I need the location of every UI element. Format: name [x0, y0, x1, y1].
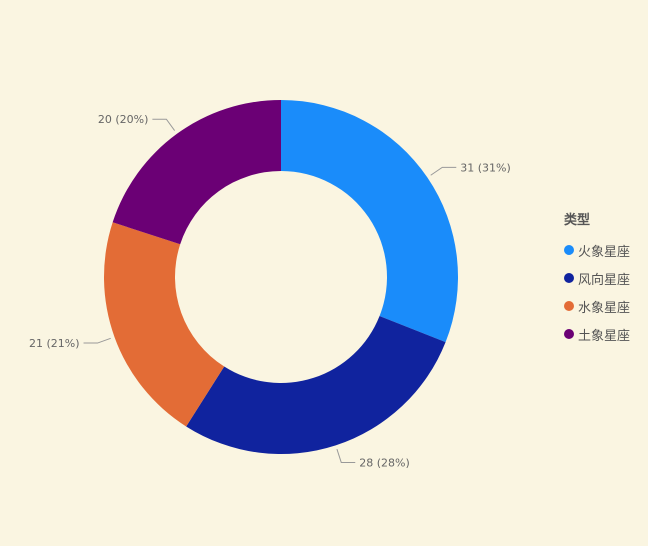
data-label-2: 28 (28%) [359, 456, 410, 469]
leader-line-3 [83, 337, 111, 344]
legend-item-4[interactable]: 土象星座 [564, 320, 630, 348]
donut-slice-2[interactable] [186, 316, 446, 454]
legend-item-1[interactable]: 火象星座 [564, 236, 630, 264]
leader-line-1 [430, 166, 457, 176]
donut-slice-1[interactable] [281, 100, 458, 343]
legend-title: 类型 [564, 213, 591, 228]
legend-marker-icon [564, 301, 574, 311]
legend-label: 风向星座 [578, 272, 631, 288]
leader-line-4 [152, 118, 176, 131]
data-label-4: 20 (20%) [98, 113, 149, 126]
legend-label: 水象星座 [578, 300, 631, 316]
labels-group: 31 (31%) 28 (28%) 21 (21%) 20 (20%) [29, 113, 511, 469]
legend-label: 火象星座 [578, 244, 631, 260]
data-label-1: 31 (31%) [460, 161, 511, 174]
legend: 类型 火象星座风向星座水象星座土象星座 [564, 212, 630, 348]
data-label-3: 21 (21%) [29, 337, 80, 350]
legend-marker-icon [564, 273, 574, 283]
donut-slice-3[interactable] [104, 222, 225, 427]
legend-item-3[interactable]: 水象星座 [564, 292, 630, 320]
donut-slice-4[interactable] [112, 99, 281, 245]
legend-marker-icon [564, 245, 574, 255]
legend-marker-icon [564, 329, 574, 339]
legend-label: 土象星座 [578, 328, 631, 344]
legend-items: 火象星座风向星座水象星座土象星座 [564, 236, 630, 348]
legend-item-2[interactable]: 风向星座 [564, 264, 630, 292]
slices-group [104, 99, 458, 454]
leader-line-2 [336, 448, 356, 463]
